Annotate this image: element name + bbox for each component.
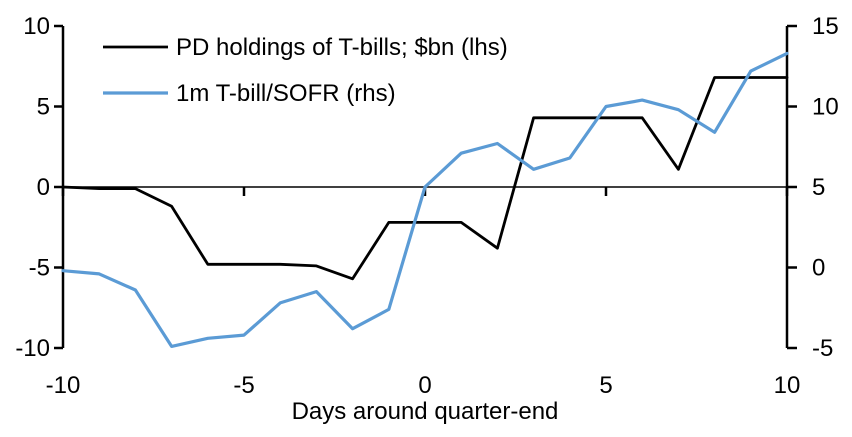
tbill-sofr-line [61,51,789,348]
right-axis-tick-label: 0 [812,255,825,282]
x-axis-tick-label: -5 [233,372,254,399]
right-axis-tick-label: 15 [812,13,839,40]
left-axis-tick-label: 0 [37,174,50,201]
right-axis-tick-label: 5 [812,174,825,201]
x-axis-tick-label: 0 [418,372,431,399]
x-axis-tick-label: -10 [46,372,81,399]
right-axis-tick-label: 10 [812,94,839,121]
x-axis-tick-label: 10 [774,372,801,399]
series-layer [61,51,789,348]
legend-label-tbill-sofr: 1m T-bill/SOFR (rhs) [176,80,396,107]
left-axis-tick-label: 5 [37,94,50,121]
x-axis-title: Days around quarter-end [292,398,559,425]
left-axis-tick-label: -10 [15,335,50,362]
left-axis-tick-label: -5 [29,255,50,282]
left-axis-tick-label: 10 [23,13,50,40]
legend-label-pd-holdings: PD holdings of T-bills; $bn (lhs) [176,34,508,61]
x-axis-tick-label: 5 [599,372,612,399]
right-axis-tick-label: -5 [812,335,833,362]
legend: PD holdings of T-bills; $bn (lhs) 1m T-b… [103,34,508,107]
tick-labels-layer: 10 5 0 -5 -10 15 10 5 0 -5 -10 -5 0 5 10 [15,13,838,399]
pd-holdings-line [61,76,789,281]
